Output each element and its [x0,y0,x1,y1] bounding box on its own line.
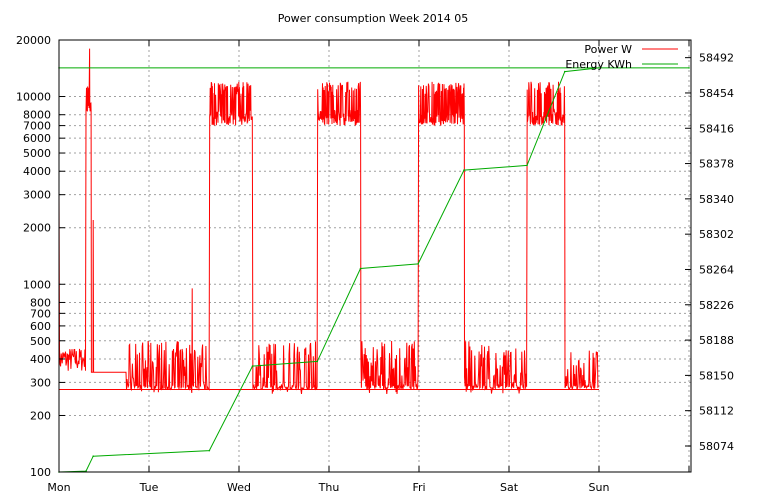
y-left-tick-label: 500 [30,335,51,348]
y-right-tick-label: 58340 [699,193,734,206]
y-left-tick-label: 5000 [23,147,51,160]
y-left-tick-label: 4000 [23,165,51,178]
x-tick-label: Fri [412,481,425,494]
series-energy-point [251,365,254,367]
y-left-tick-label: 3000 [23,189,51,202]
series-energy-point [564,70,566,73]
y-left-tick-label: 8000 [23,109,51,122]
plot-border [58,39,692,473]
x-tick-label: Thu [318,481,340,494]
legend-label-energy: Energy KWh [565,58,632,71]
series-energy-point [526,164,528,167]
y-right-tick-label: 58416 [699,122,734,135]
series-energy-point [359,267,362,270]
y-left-tick-label: 10000 [16,91,51,104]
y-right-tick-label: 58492 [699,52,734,65]
y-right-tick-label: 58074 [699,440,734,453]
y-right-tick-label: 58378 [699,158,734,171]
axis-layer: Mon Tue Wed Thu Fri Sat Sun1002003004005006007… [16,34,734,494]
x-tick-label: Wed [227,481,251,494]
y-left-tick-label: 800 [30,296,51,309]
y-left-tick-label: 700 [30,307,51,320]
series-energy-point [208,449,211,452]
y-left-tick-label: 1000 [23,278,51,291]
y-left-tick-label: 200 [30,409,51,422]
y-left-tick-label: 20000 [16,34,51,47]
y-left-tick-label: 2000 [23,222,51,235]
series-energy-point [92,455,94,458]
legend-label-power: Power W [584,43,632,56]
plot-area [58,48,690,473]
series-power-line [58,48,599,395]
series-energy-point [85,470,87,472]
x-tick-label: Mon [47,481,70,494]
x-tick-label: Tue [139,481,159,494]
series-energy-point [417,263,419,265]
legend: Power W Energy KWh [565,43,678,71]
y-right-tick-label: 58226 [699,299,734,312]
x-tick-label: Sat [500,481,519,494]
y-right-tick-label: 58112 [699,405,734,418]
y-left-tick-label: 400 [30,353,51,366]
series-energy-point [463,169,465,171]
chart-title: Power consumption Week 2014 05 [278,12,469,25]
y-right-tick-label: 58454 [699,87,734,100]
y-left-tick-label: 600 [30,320,51,333]
y-left-tick-label: 300 [30,376,51,389]
y-left-tick-label: 100 [30,466,51,479]
y-right-tick-label: 58302 [699,228,734,241]
y-right-tick-label: 58150 [699,369,734,382]
y-left-tick-label: 7000 [23,120,51,133]
y-left-tick-label: 6000 [23,132,51,145]
y-right-tick-label: 58188 [699,334,734,347]
series-energy-line [58,67,600,473]
series-energy-point [316,360,319,363]
x-tick-label: Sun [589,481,610,494]
series-energy-point [688,67,690,69]
y-right-tick-label: 58264 [699,263,734,276]
